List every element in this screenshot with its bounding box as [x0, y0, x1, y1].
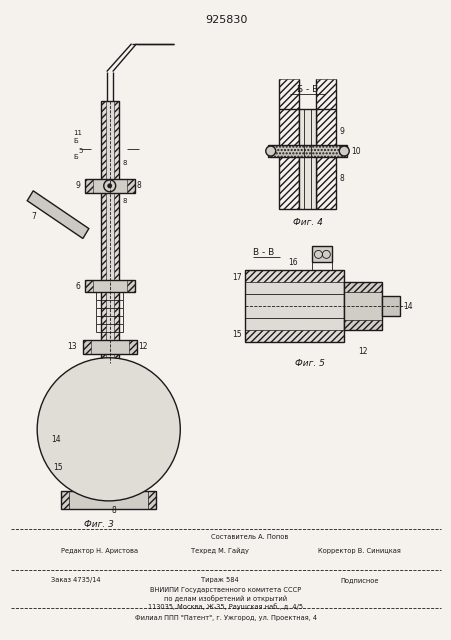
Bar	[85, 280, 92, 292]
Text: 925830: 925830	[204, 15, 247, 25]
Text: 14: 14	[402, 301, 412, 310]
Bar	[101, 101, 119, 363]
Text: Б - Б: Б - Б	[296, 85, 318, 94]
Bar	[126, 280, 134, 292]
Bar	[344, 282, 381, 330]
Text: 8: 8	[339, 174, 343, 184]
Bar	[298, 109, 316, 209]
Text: Б: Б	[73, 154, 78, 160]
Bar	[102, 419, 115, 439]
Text: ВНИИПИ Государственного комитета СССР: ВНИИПИ Государственного комитета СССР	[150, 588, 301, 593]
Text: Подписное: Подписное	[339, 577, 377, 584]
Bar	[267, 145, 346, 157]
Text: 15: 15	[53, 463, 63, 472]
Text: Тираж 584: Тираж 584	[201, 577, 239, 584]
Bar	[85, 179, 92, 193]
Bar	[244, 330, 344, 342]
Bar	[344, 320, 381, 330]
Bar	[85, 280, 134, 292]
Bar	[61, 491, 156, 509]
Text: 6: 6	[75, 282, 80, 291]
Bar	[61, 491, 69, 509]
Text: 14: 14	[51, 435, 60, 444]
Text: Корректор В. Синицкая: Корректор В. Синицкая	[317, 548, 400, 554]
Text: Фиг. 5: Фиг. 5	[294, 359, 324, 368]
Bar	[126, 179, 134, 193]
Text: 12: 12	[138, 342, 148, 351]
Text: 7: 7	[31, 212, 36, 221]
Text: по делам изобретений и открытий: по делам изобретений и открытий	[164, 595, 287, 602]
Bar	[278, 109, 298, 209]
Circle shape	[107, 184, 111, 188]
Text: 15: 15	[232, 330, 241, 339]
Bar	[114, 101, 119, 363]
Bar	[83, 340, 136, 354]
Polygon shape	[27, 191, 89, 239]
Bar	[312, 246, 331, 262]
Bar	[278, 79, 298, 109]
Text: Составитель А. Попов: Составитель А. Попов	[211, 534, 288, 540]
Bar	[316, 79, 336, 109]
Text: 9: 9	[75, 181, 80, 190]
Text: Редактор Н. Аристова: Редактор Н. Аристова	[61, 548, 138, 554]
Text: 17: 17	[232, 273, 241, 282]
Bar	[101, 101, 106, 363]
Bar	[244, 270, 344, 342]
Text: Фиг. 4: Фиг. 4	[292, 218, 322, 227]
Bar	[316, 109, 336, 209]
Text: Техред М. Гайду: Техред М. Гайду	[191, 547, 249, 554]
Bar	[83, 340, 91, 354]
Text: 8: 8	[111, 506, 116, 515]
Text: 9: 9	[339, 127, 343, 136]
Bar	[129, 340, 136, 354]
Text: 8: 8	[122, 198, 127, 204]
Text: 11: 11	[73, 130, 82, 136]
Text: Филиал ППП "Патент", г. Ужгород, ул. Проектная, 4: Филиал ППП "Патент", г. Ужгород, ул. Про…	[135, 615, 316, 621]
Text: 8: 8	[122, 160, 127, 166]
Text: 16: 16	[287, 258, 297, 267]
Bar	[344, 282, 381, 292]
Text: 10: 10	[350, 147, 360, 156]
Ellipse shape	[37, 358, 180, 501]
Text: 12: 12	[358, 348, 367, 356]
Bar	[381, 296, 399, 316]
Circle shape	[265, 146, 275, 156]
Text: 13: 13	[67, 342, 77, 351]
Text: Фиг. 3: Фиг. 3	[84, 520, 114, 529]
Bar	[148, 491, 156, 509]
Text: 8: 8	[136, 181, 141, 190]
Bar	[85, 179, 134, 193]
Text: Заказ 4735/14: Заказ 4735/14	[51, 577, 101, 584]
Circle shape	[106, 426, 111, 432]
Text: 113035, Москва, Ж-35, Раушская наб., д. 4/5: 113035, Москва, Ж-35, Раушская наб., д. …	[148, 603, 303, 610]
Text: 5: 5	[79, 148, 83, 154]
Text: Б: Б	[73, 138, 78, 144]
Bar	[244, 270, 344, 282]
Circle shape	[339, 146, 349, 156]
Text: В - В: В - В	[252, 248, 273, 257]
